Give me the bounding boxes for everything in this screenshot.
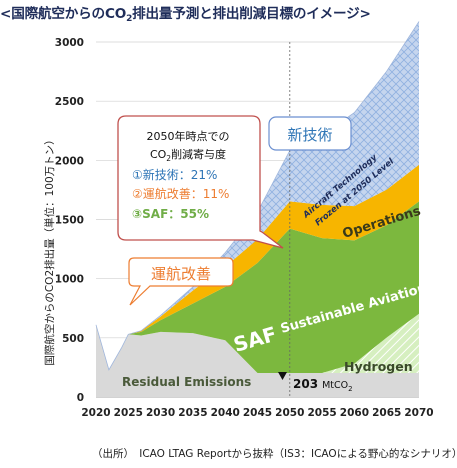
- contribution-callout: 2050年時点での CO2削減寄与度 ①新技術：21% ②運航改善：11% ③S…: [117, 115, 284, 249]
- area-operations: [96, 164, 419, 370]
- callout-item-tech: ①新技術：21%: [132, 167, 217, 182]
- y-tick-label: 3000: [55, 37, 84, 49]
- x-axis-ticks: 2020 2025 2030 2035 2040 2045 2050 2055 2060 2065…: [81, 407, 433, 419]
- x-tick-label: 2020: [81, 407, 110, 419]
- ops-improvement-box: 運航改善: [128, 257, 234, 306]
- x-tick-label: 2045: [243, 407, 272, 419]
- area-layers: [95, 21, 420, 397]
- new-tech-box: 新技術: [268, 116, 352, 151]
- area-saf: [96, 201, 419, 373]
- callout-line1: 2050年時点での: [147, 129, 230, 143]
- x-tick-label: 2035: [178, 407, 207, 419]
- y-axis-ticks: 0 500 1000 1500 2000 2500 3000: [55, 37, 84, 404]
- callout-item-ops: ②運航改善：11%: [132, 186, 229, 201]
- x-tick-label: 2030: [146, 407, 175, 419]
- source-note: （出所） ICAO LTAG Reportから抜粋（IS3：ICAOによる野心的…: [92, 448, 457, 460]
- x-tick-label: 2060: [340, 407, 369, 419]
- y-axis-label: 国際航空からのCO2排出量（単位：100万トン）: [43, 134, 56, 365]
- area-residual: [96, 324, 419, 397]
- y-tick-label: 1000: [55, 274, 84, 286]
- new-tech-label: 新技術: [287, 126, 332, 144]
- chart-title: <国際航空からのCO2排出量予測と排出削減目標のイメージ>: [0, 6, 371, 24]
- x-tick-label: 2040: [211, 407, 240, 419]
- ops-improvement-label: 運航改善: [151, 265, 211, 283]
- residual-label: Residual Emissions: [122, 375, 251, 389]
- x-tick-label: 2065: [372, 407, 401, 419]
- hydrogen-label: Hydrogen: [344, 359, 413, 374]
- marker-icon: [278, 372, 287, 380]
- area-hydrogen: [96, 313, 419, 373]
- y-tick-label: 1500: [55, 215, 84, 227]
- callout-line2: CO2削減寄与度: [150, 147, 226, 163]
- y-tick-label: 500: [62, 333, 84, 345]
- marker-annotation: 203 MtCO2: [293, 377, 353, 393]
- x-tick-label: 2070: [404, 407, 433, 419]
- x-tick-label: 2055: [307, 407, 336, 419]
- callout-item-saf: ③SAF：55%: [132, 207, 209, 221]
- y-tick-label: 2500: [55, 96, 84, 108]
- y-tick-label: 0: [77, 392, 84, 404]
- area-aircraft-technology: [96, 21, 419, 370]
- x-tick-label: 2025: [114, 407, 143, 419]
- y-tick-label: 2000: [55, 155, 84, 167]
- x-tick-label: 2050: [275, 407, 304, 419]
